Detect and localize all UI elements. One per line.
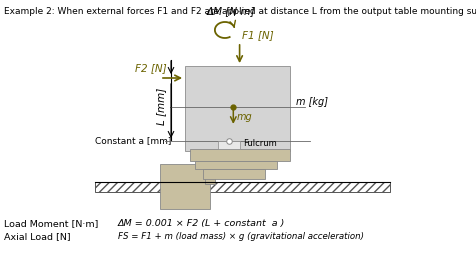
Text: FS = F1 + m (load mass) × g (gravitational acceleration): FS = F1 + m (load mass) × g (gravitation… — [118, 232, 363, 241]
Bar — [95, 182, 389, 192]
Text: ΔM = 0.001 × F2 (L + constant  a ): ΔM = 0.001 × F2 (L + constant a ) — [118, 219, 285, 228]
Text: F2 [N]: F2 [N] — [135, 63, 166, 73]
Text: Axial Load [N]: Axial Load [N] — [4, 232, 70, 241]
Text: L [mm]: L [mm] — [156, 88, 166, 125]
Bar — [195, 161, 277, 169]
Text: F1 [N]: F1 [N] — [241, 30, 273, 40]
Bar — [185, 66, 289, 151]
Bar — [203, 169, 265, 179]
Text: Fulcrum: Fulcrum — [243, 139, 276, 148]
Text: m [kg]: m [kg] — [296, 97, 327, 107]
Text: Example 2: When external forces F1 and F2 are applied at distance L from the out: Example 2: When external forces F1 and F… — [4, 7, 476, 16]
Text: Load Moment [N·m]: Load Moment [N·m] — [4, 219, 98, 228]
Bar — [218, 141, 239, 149]
Bar — [189, 149, 289, 161]
Bar — [159, 164, 209, 209]
Text: ΔM [N·m]: ΔM [N·m] — [207, 6, 255, 16]
Text: mg: mg — [236, 112, 251, 122]
Text: Constant a [mm]: Constant a [mm] — [95, 136, 171, 146]
Bar — [205, 169, 215, 184]
